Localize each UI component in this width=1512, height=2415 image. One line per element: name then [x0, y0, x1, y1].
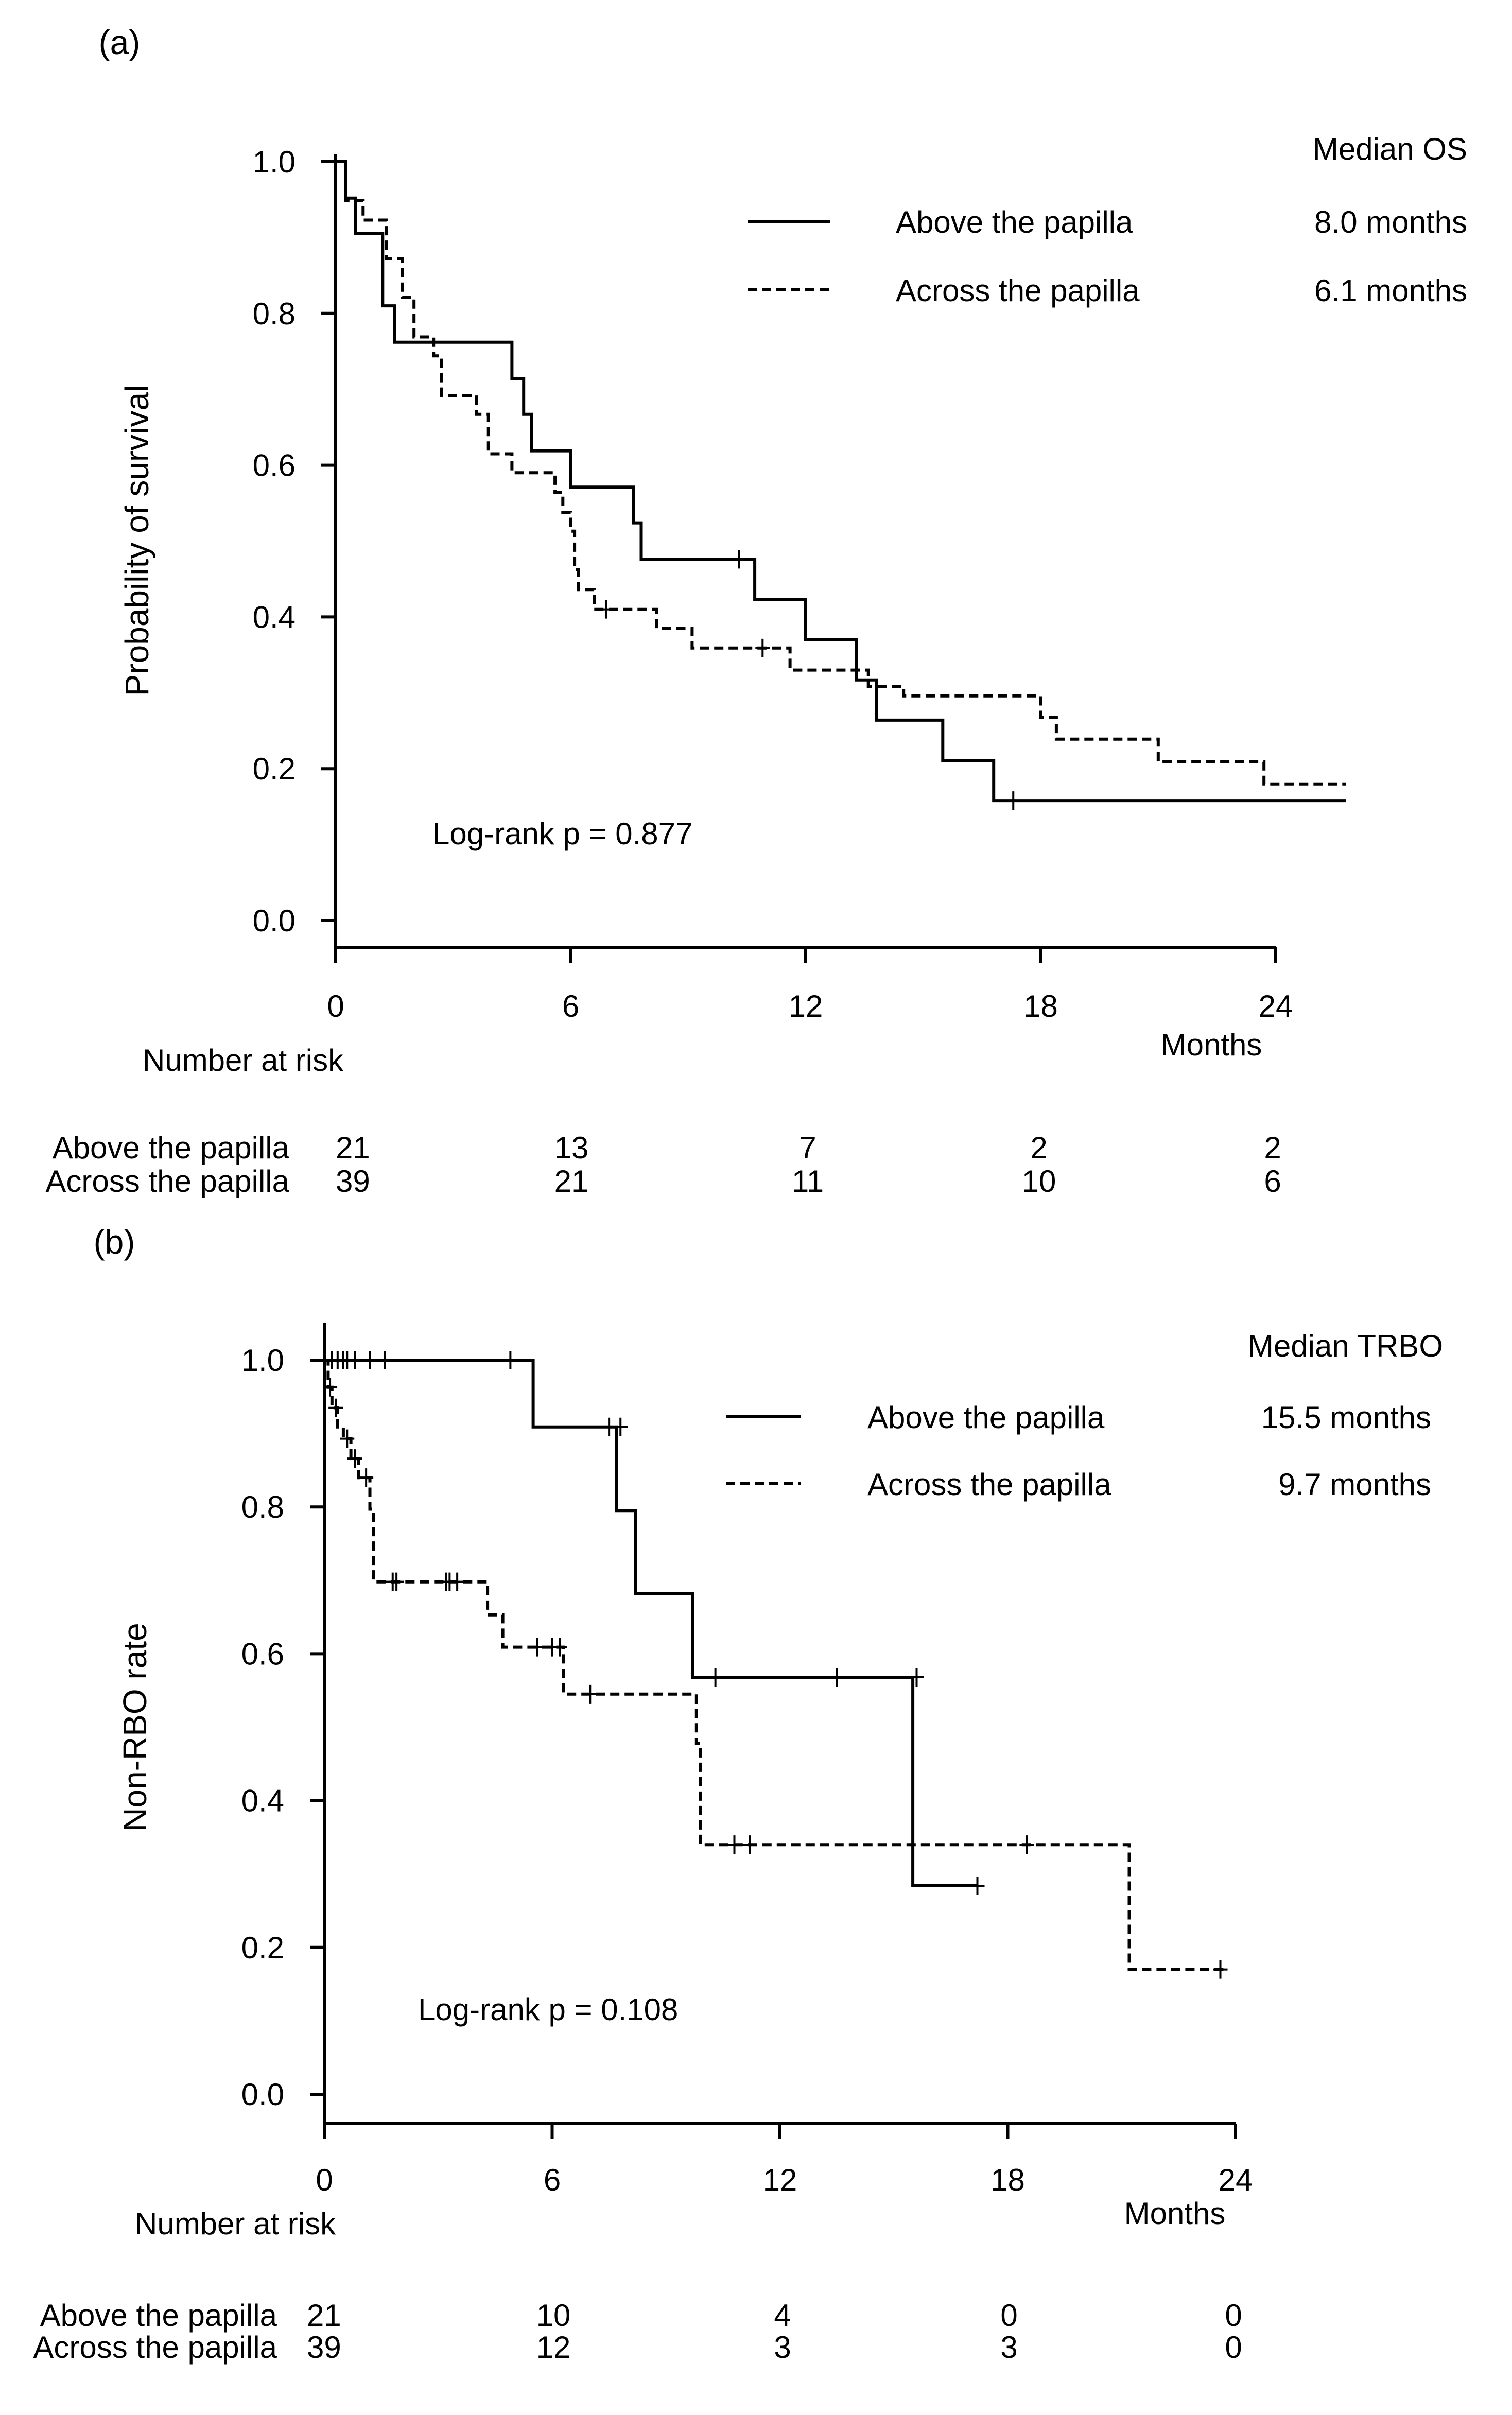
- y-tick-label: 1.0: [241, 1343, 284, 1378]
- censor-mark: [450, 1572, 465, 1591]
- legend-label: Above the papilla: [867, 1400, 1105, 1435]
- censor-mark: [708, 1668, 723, 1687]
- risk-value: 13: [554, 1131, 589, 1165]
- legend-median: 15.5 months: [1261, 1400, 1431, 1435]
- censor-mark: [755, 638, 770, 657]
- y-tick-label: 0.0: [241, 2077, 284, 2112]
- risk-value: 10: [1022, 1164, 1056, 1198]
- y-tick-label: 0.2: [253, 752, 296, 786]
- censor-mark: [727, 1835, 742, 1854]
- risk-value: 2: [1264, 1131, 1281, 1165]
- panel-label: (a): [99, 23, 141, 61]
- y-tick-label: 0.6: [253, 448, 296, 483]
- risk-value: 2: [1030, 1131, 1047, 1165]
- x-tick-label: 18: [1023, 989, 1058, 1023]
- censor-mark: [347, 1351, 362, 1369]
- censor-mark: [1006, 791, 1021, 810]
- censor-mark: [503, 1351, 518, 1369]
- y-axis-label: Probability of survival: [118, 385, 155, 697]
- y-tick-label: 0.8: [253, 297, 296, 331]
- risk-value: 11: [792, 1164, 824, 1198]
- censor-mark: [1019, 1835, 1034, 1854]
- risk-value: 0: [1225, 2330, 1242, 2365]
- x-tick-label: 0: [327, 989, 344, 1023]
- legend-median: 9.7 months: [1278, 1467, 1431, 1502]
- legend-label: Above the papilla: [896, 205, 1133, 239]
- legend-header: Median OS: [1313, 132, 1467, 166]
- x-axis-label: Months: [1161, 1028, 1262, 1062]
- y-axis-label: Non-RBO rate: [116, 1623, 153, 1831]
- risk-value: 0: [1225, 2298, 1242, 2333]
- risk-row-label: Across the papilla: [45, 1164, 289, 1198]
- risk-value: 12: [536, 2330, 571, 2365]
- legend-label: Across the papilla: [896, 273, 1140, 308]
- risk-row-label: Above the papilla: [53, 1131, 290, 1165]
- censor-mark: [362, 1351, 377, 1369]
- censor-mark: [389, 1572, 404, 1591]
- censor-mark: [552, 1638, 567, 1657]
- log-rank-annotation: Log-rank p = 0.877: [432, 816, 692, 851]
- panel-label: (b): [94, 1223, 135, 1261]
- censor-mark: [323, 1378, 338, 1397]
- legend-header: Median TRBO: [1248, 1329, 1443, 1363]
- x-tick-label: 12: [763, 2163, 797, 2197]
- censor-mark: [378, 1351, 392, 1369]
- censor-mark: [359, 1468, 374, 1487]
- risk-value: 4: [774, 2298, 791, 2333]
- x-axis-label: Months: [1124, 2196, 1226, 2231]
- panel-a: (a) 0.0 0.2 0.4 0.6 0.8 1.0 0 6 12 18 24 Months Proba…: [45, 23, 1467, 1198]
- censor-mark: [347, 1449, 362, 1468]
- legend-label: Across the papilla: [867, 1467, 1111, 1502]
- y-tick-label: 0.6: [241, 1637, 284, 1671]
- risk-value: 0: [1000, 2298, 1017, 2333]
- risk-value: 21: [307, 2298, 341, 2333]
- x-tick-label: 6: [544, 2163, 561, 2197]
- censor-mark: [970, 1877, 985, 1896]
- km-curve-above-papilla: [324, 1359, 978, 1887]
- x-tick-label: 24: [1259, 989, 1293, 1023]
- risk-value: 3: [774, 2330, 791, 2365]
- y-tick-label: 0.4: [241, 1784, 284, 1818]
- y-tick-label: 0.0: [253, 904, 296, 938]
- y-tick-label: 0.4: [253, 600, 296, 634]
- y-tick-label: 1.0: [253, 145, 296, 179]
- censor-mark: [583, 1684, 598, 1704]
- x-tick-label: 0: [316, 2163, 333, 2197]
- risk-value: 21: [336, 1131, 370, 1165]
- risk-value: 6: [1264, 1164, 1281, 1198]
- censor-mark: [598, 600, 613, 619]
- log-rank-annotation: Log-rank p = 0.108: [418, 1992, 678, 2027]
- censor-mark: [328, 1398, 343, 1417]
- km-curve-above-papilla: [336, 160, 1346, 803]
- censor-mark: [909, 1668, 924, 1687]
- x-tick-label: 12: [789, 989, 823, 1023]
- y-tick-label: 0.2: [241, 1931, 284, 1965]
- censor-mark: [530, 1638, 544, 1657]
- risk-value: 21: [554, 1164, 589, 1198]
- censor-mark: [732, 550, 746, 569]
- risk-table-title: Number at risk: [143, 1043, 344, 1078]
- risk-value: 39: [307, 2330, 341, 2365]
- y-tick-label: 0.8: [241, 1490, 284, 1524]
- risk-value: 10: [536, 2298, 571, 2333]
- censor-mark: [1213, 1960, 1228, 1979]
- x-tick-label: 24: [1219, 2163, 1253, 2197]
- legend-median: 8.0 months: [1314, 205, 1467, 239]
- censor-mark: [742, 1835, 757, 1854]
- legend-median: 6.1 months: [1314, 273, 1467, 308]
- x-tick-label: 6: [562, 989, 579, 1023]
- risk-table-title: Number at risk: [135, 2206, 336, 2241]
- censor-mark: [829, 1668, 844, 1687]
- x-tick-label: 18: [990, 2163, 1025, 2197]
- risk-row-label: Above the papilla: [40, 2298, 277, 2333]
- risk-value: 3: [1000, 2330, 1017, 2365]
- km-curve-across-papilla: [336, 160, 1346, 786]
- risk-value: 7: [799, 1131, 816, 1165]
- risk-row-label: Across the papilla: [33, 2330, 277, 2365]
- censor-mark: [340, 1429, 355, 1448]
- risk-value: 39: [336, 1164, 370, 1198]
- censor-mark: [613, 1417, 628, 1436]
